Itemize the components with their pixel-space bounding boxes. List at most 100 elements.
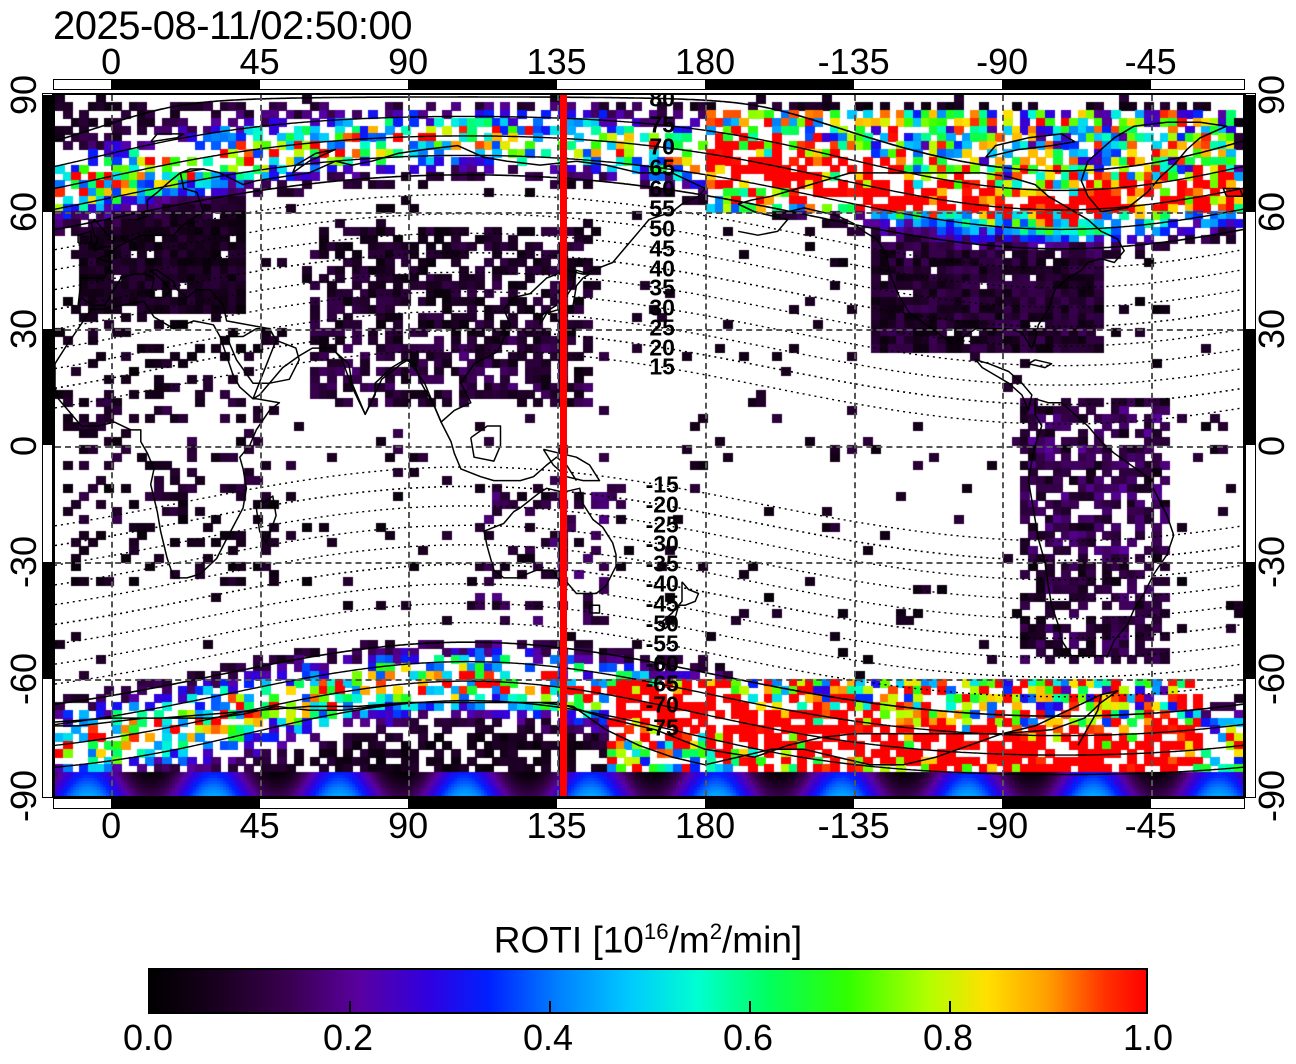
graticule-parallel <box>55 679 1243 682</box>
coastline <box>77 144 706 423</box>
coastline <box>737 172 1125 349</box>
colorbar[interactable] <box>148 968 1148 1014</box>
coastline <box>335 351 578 482</box>
y-axis-tick-label-right: 60 <box>1251 191 1292 232</box>
maglat-contour-label: -15 <box>645 471 679 498</box>
coastline <box>658 581 700 630</box>
x-axis-tick-label-bottom: 180 <box>675 805 736 846</box>
tickbar-band <box>1002 80 1151 89</box>
y-axis-tick-label-right: 90 <box>1251 74 1292 116</box>
maglat-contour-label: -50 <box>645 610 679 637</box>
x-axis-tick-label-bottom: 90 <box>388 805 429 846</box>
coastline <box>1077 694 1102 746</box>
y-axis-tick-label-left: -30 <box>3 536 44 589</box>
tickbar-band <box>1246 95 1255 212</box>
maglat-contour-label: -65 <box>645 670 679 697</box>
maglat-contour <box>55 135 1243 211</box>
y-axis-tick-label-right: 30 <box>1251 308 1292 349</box>
maglat-contour-label: 20 <box>649 334 675 361</box>
graticule-parallel <box>55 328 1243 331</box>
maglat-contour-label: 60 <box>649 175 675 202</box>
maglat-contour <box>55 660 1243 737</box>
maglat-contour <box>55 583 1243 659</box>
y-axis-tick-label-left: 0 <box>3 435 44 456</box>
x-axis-tick-label-top: 180 <box>675 41 736 82</box>
x-axis-tick-label-top: 0 <box>101 41 122 82</box>
axis-tickbar-right <box>1245 93 1256 798</box>
maglat-contour-label: 25 <box>649 314 675 341</box>
colorbar-tick-label: 0.0 <box>122 1017 174 1058</box>
coastline <box>470 425 502 462</box>
maglat-contour-label: -60 <box>645 650 679 677</box>
coastline <box>539 269 591 326</box>
colorbar-title-suffix2: /min] <box>722 919 803 961</box>
coastline <box>150 133 185 143</box>
colorbar-tick-label: 0.6 <box>722 1017 774 1058</box>
maglat-contour-label: 55 <box>649 195 675 222</box>
x-axis-tick-label-bottom: 135 <box>526 805 587 846</box>
x-axis-tick-label-bottom: -90 <box>976 805 1029 846</box>
maglat-contour-label: 35 <box>649 274 675 301</box>
maglat-contour <box>55 174 1243 250</box>
coastline <box>77 230 93 244</box>
maglat-contour-label: 70 <box>649 133 675 160</box>
graticule-parallel <box>55 445 1243 448</box>
maglat-contour <box>55 154 1243 231</box>
colorbar-tick-label: 0.2 <box>322 1017 374 1058</box>
maglat-contour-label: 45 <box>649 235 675 262</box>
x-axis-tick-label-bottom: -135 <box>817 805 890 846</box>
x-axis-tick-label-top: 135 <box>526 41 587 82</box>
page-title: 2025-08-11/02:50:00 <box>53 4 412 48</box>
maglat-contour <box>55 641 1243 717</box>
coastline <box>1080 121 1228 213</box>
map-vector-overlay <box>55 96 1243 776</box>
tickbar-band <box>408 799 557 808</box>
maglat-contour-label: 80 <box>649 95 675 112</box>
y-axis-tick-label-left: 60 <box>3 191 44 232</box>
map-plot-area[interactable]: 80 75 70 65 60 55 50 45 40 35 30 25 20 15 -15 -20 -25 -30… <box>53 93 1245 798</box>
maglat-contour <box>55 680 1243 756</box>
colorbar-tick <box>349 1001 351 1012</box>
tickbar-band <box>408 80 557 89</box>
x-axis-tick-label-top: -90 <box>976 41 1029 82</box>
coastline <box>55 300 281 579</box>
maglat-contour-label: -20 <box>645 491 679 518</box>
y-axis-tick-label-left: -60 <box>3 653 44 706</box>
noon-meridian-line <box>560 95 568 796</box>
x-axis-tick-label-bottom: -45 <box>1124 805 1177 846</box>
maglat-contour <box>55 96 1243 172</box>
colorbar-tick-label: 0.4 <box>522 1017 574 1058</box>
maglat-contour-label: 40 <box>649 255 675 282</box>
coastline <box>255 495 277 544</box>
maglat-contour-label: -45 <box>645 590 679 617</box>
maglat-contour <box>55 699 1243 776</box>
x-axis-tick-label-top: -135 <box>817 41 890 82</box>
graticule-parallel <box>55 211 1243 214</box>
tickbar-band <box>111 799 260 808</box>
coastline <box>483 487 617 595</box>
axis-tickbar-bottom <box>53 798 1245 809</box>
y-axis-tick-label-right: 0 <box>1251 435 1292 456</box>
coastline <box>588 604 601 614</box>
axis-tickbar-left <box>42 93 53 798</box>
tickbar-band <box>1246 328 1255 446</box>
colorbar-gradient <box>150 970 1146 1012</box>
graticule-parallel <box>55 562 1243 565</box>
tickbar-band <box>43 95 52 212</box>
colorbar-tick-label: 1.0 <box>1122 1017 1174 1058</box>
y-axis-tick-label-left: -90 <box>3 769 44 823</box>
maglat-contour-label: 15 <box>649 353 675 380</box>
maglat-contour-label: 65 <box>649 154 675 181</box>
colorbar-tick <box>549 1001 551 1012</box>
x-axis-tick-label-top: -45 <box>1124 41 1177 82</box>
x-axis-tick-label-top: 90 <box>388 41 429 82</box>
x-axis-tick-label-top: 45 <box>239 41 280 82</box>
maglat-contour <box>55 563 1243 640</box>
y-axis-tick-label-right: -90 <box>1251 769 1292 823</box>
colorbar-title-suffix: /m <box>668 919 710 961</box>
maglat-contour-label: -55 <box>645 630 679 657</box>
coastline <box>985 133 1076 159</box>
tickbar-band <box>1002 799 1151 808</box>
colorbar-title-prefix: ROTI [10 <box>493 919 644 961</box>
maglat-contour-label: 30 <box>649 294 675 321</box>
